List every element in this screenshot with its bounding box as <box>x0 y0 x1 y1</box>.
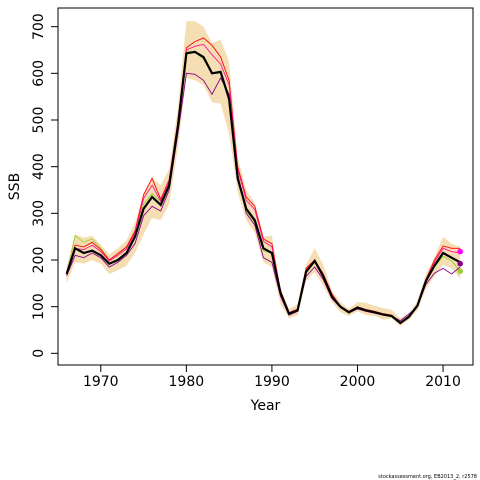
retro-series-line-2 <box>66 37 461 324</box>
x-tick-label: 2000 <box>340 374 376 390</box>
series-layer <box>65 37 461 325</box>
retro-series-line-1 <box>66 50 461 325</box>
x-tick-label: 1970 <box>83 374 119 390</box>
x-tick-label: 2010 <box>425 374 461 390</box>
confidence-band <box>66 21 461 327</box>
y-tick-label: 100 <box>31 293 47 320</box>
ssb-estimate-line <box>65 50 461 325</box>
y-axis: 0 100 200 300 400 500 600 700 <box>31 13 58 358</box>
plot-frame <box>57 7 474 366</box>
y-axis-title: SSB <box>7 173 23 200</box>
x-tick-label: 1990 <box>254 374 290 390</box>
y-tick-label: 300 <box>31 200 47 227</box>
y-tick-label: 0 <box>31 349 47 358</box>
x-axis: 1970 1980 1990 2000 2010 <box>83 365 461 390</box>
y-tick-label: 400 <box>31 153 47 180</box>
x-axis-title: Year <box>250 398 281 414</box>
x-tick-label: 1980 <box>169 374 205 390</box>
confidence-band-layer <box>66 21 461 327</box>
y-tick-label: 700 <box>31 13 47 40</box>
source-footnote: stockassessment.org, EB2013_2, r2578 <box>378 474 477 480</box>
endpoint-markers-layer <box>457 248 464 275</box>
endpoint-marker-3 <box>457 260 464 267</box>
y-tick-label: 500 <box>31 107 47 134</box>
y-tick-label: 600 <box>31 60 47 87</box>
y-tick-label: 200 <box>31 247 47 274</box>
retro-series-line-3 <box>66 43 461 324</box>
endpoint-marker-1 <box>457 248 464 255</box>
retro-series-line-4 <box>66 72 461 322</box>
endpoint-marker-2 <box>457 268 464 275</box>
